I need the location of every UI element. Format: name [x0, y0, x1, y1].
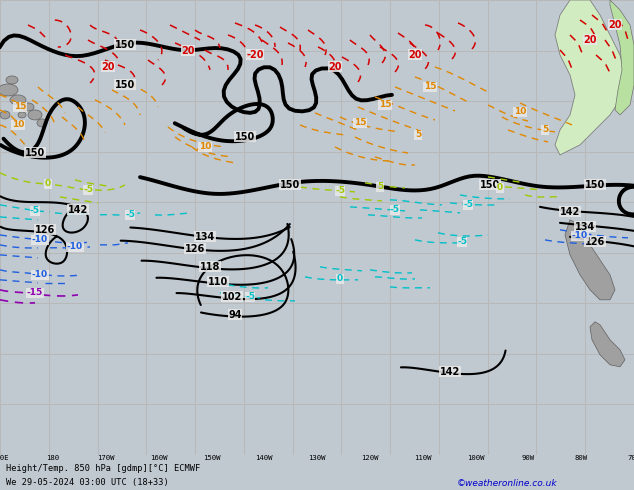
Text: 15: 15 [354, 119, 366, 127]
Text: 118: 118 [200, 262, 220, 272]
Text: -5: -5 [335, 186, 345, 196]
Text: 120W: 120W [361, 455, 378, 462]
Text: 20: 20 [408, 50, 422, 60]
Text: 5: 5 [542, 125, 548, 134]
Text: 20: 20 [328, 62, 342, 72]
Text: 0: 0 [497, 183, 503, 193]
Text: 20: 20 [583, 35, 597, 45]
Text: 20: 20 [101, 62, 115, 72]
Text: 126: 126 [35, 225, 55, 235]
Text: 150: 150 [280, 180, 300, 190]
Text: -10: -10 [572, 231, 588, 241]
Polygon shape [555, 0, 625, 155]
Text: We 29-05-2024 03:00 UTC (18+33): We 29-05-2024 03:00 UTC (18+33) [6, 478, 169, 487]
Text: 142: 142 [560, 207, 580, 217]
Text: -5: -5 [30, 206, 40, 216]
Text: -5: -5 [245, 293, 255, 301]
Ellipse shape [22, 103, 34, 111]
Text: 150: 150 [480, 180, 500, 190]
Text: -5: -5 [463, 200, 473, 209]
Text: -5: -5 [83, 185, 93, 195]
Polygon shape [610, 0, 634, 115]
Text: 134: 134 [575, 222, 595, 232]
Text: 150: 150 [115, 80, 135, 90]
Text: 10: 10 [199, 143, 211, 151]
Ellipse shape [37, 119, 47, 127]
Text: 80W: 80W [574, 455, 588, 462]
Ellipse shape [28, 110, 42, 120]
Text: 160W: 160W [150, 455, 167, 462]
Ellipse shape [0, 111, 10, 119]
Text: 15: 15 [14, 102, 26, 111]
Text: -5: -5 [457, 237, 467, 246]
Text: 150W: 150W [203, 455, 220, 462]
Ellipse shape [0, 84, 18, 96]
Text: 15: 15 [424, 82, 436, 92]
Text: 20: 20 [608, 20, 622, 30]
Text: 142: 142 [440, 367, 460, 377]
Text: 180: 180 [46, 455, 60, 462]
Text: 94: 94 [228, 310, 242, 320]
Text: 126: 126 [185, 244, 205, 254]
Text: 100W: 100W [467, 455, 484, 462]
Text: 170E: 170E [0, 455, 9, 462]
Text: 90W: 90W [522, 455, 535, 462]
Text: -10: -10 [32, 270, 48, 279]
Text: -5: -5 [390, 205, 400, 214]
Text: 170W: 170W [97, 455, 114, 462]
Ellipse shape [18, 112, 26, 118]
Text: 110: 110 [208, 277, 228, 287]
Text: 150: 150 [585, 180, 605, 190]
Ellipse shape [10, 95, 26, 105]
Text: 110W: 110W [414, 455, 431, 462]
Text: 15: 15 [378, 100, 391, 109]
Text: 0: 0 [45, 179, 51, 188]
Text: -10: -10 [32, 235, 48, 245]
Text: -5: -5 [125, 210, 135, 220]
Text: 0: 0 [337, 274, 343, 283]
Text: 126: 126 [585, 237, 605, 247]
Ellipse shape [6, 76, 18, 84]
Text: 102: 102 [222, 292, 242, 302]
Text: -10: -10 [67, 243, 83, 251]
Polygon shape [565, 220, 615, 300]
Text: 5: 5 [415, 130, 421, 140]
Text: ©weatheronline.co.uk: ©weatheronline.co.uk [456, 479, 557, 488]
Text: Height/Temp. 850 hPa [gdmp][°C] ECMWF: Height/Temp. 850 hPa [gdmp][°C] ECMWF [6, 464, 200, 472]
Text: 5: 5 [377, 182, 383, 192]
Text: 150: 150 [235, 132, 255, 142]
Text: 10: 10 [514, 107, 526, 117]
Text: 10: 10 [12, 121, 24, 129]
Text: 70W: 70W [628, 455, 634, 462]
Text: 130W: 130W [308, 455, 326, 462]
Text: 142: 142 [68, 205, 88, 215]
Text: 150: 150 [25, 148, 45, 158]
Text: 20: 20 [181, 46, 195, 56]
Text: 134: 134 [195, 232, 215, 242]
Text: -15: -15 [27, 288, 43, 297]
Text: 150: 150 [115, 40, 135, 50]
Polygon shape [590, 322, 625, 367]
Text: -20: -20 [246, 50, 264, 60]
Text: 140W: 140W [256, 455, 273, 462]
